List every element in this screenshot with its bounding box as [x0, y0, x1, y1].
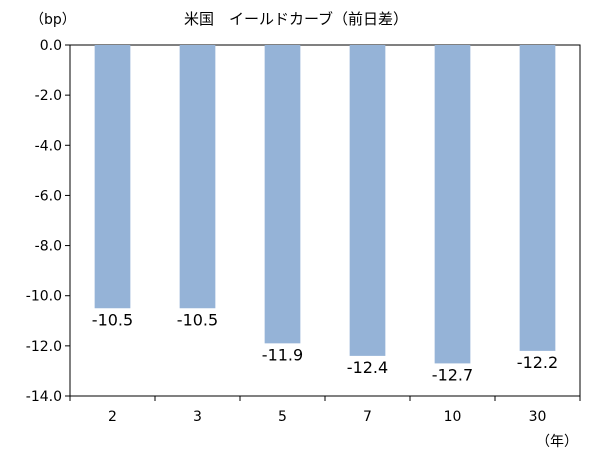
x-tick-label-3: 3	[193, 409, 202, 425]
x-tick-label-2: 2	[108, 409, 117, 425]
y-tick-label: -14.0	[26, 389, 62, 405]
data-label-2: -10.5	[92, 310, 133, 329]
y-axis-unit-label: （bp）	[30, 12, 76, 28]
data-label-3: -10.5	[177, 310, 218, 329]
data-label-5: -11.9	[262, 345, 303, 364]
bar-7	[349, 45, 386, 356]
plot-frame	[69, 44, 581, 397]
x-tick-label-10: 10	[444, 409, 462, 425]
x-axis-unit-label: （年）	[536, 434, 578, 450]
chart-title: 米国 イールドカーブ（前日差）	[184, 10, 408, 28]
bar-30	[519, 45, 556, 351]
y-tick-label: -10.0	[26, 289, 62, 305]
x-tick-label-5: 5	[278, 409, 287, 425]
y-tick-label: -8.0	[35, 239, 62, 255]
y-tick-label: -2.0	[35, 88, 62, 104]
y-tick-label: -12.0	[26, 339, 62, 355]
bar-5	[264, 45, 301, 344]
y-tick-label: -6.0	[35, 188, 62, 204]
x-tick-label-7: 7	[363, 409, 372, 425]
data-label-7: -12.4	[347, 358, 388, 377]
y-tick-label: -4.0	[35, 138, 62, 154]
plot-area: 0.0 -2.0 -4.0 -6.0 -8.0 -10.0 -12.0 -14.0 -10.5 2…	[26, 38, 581, 425]
x-tick-label-30: 30	[529, 409, 547, 425]
bar-2	[94, 45, 131, 309]
data-label-10: -12.7	[432, 365, 473, 384]
data-label-30: -12.2	[517, 353, 558, 372]
bar-10	[434, 45, 471, 364]
bar-3	[179, 45, 216, 309]
y-tick-label: 0.0	[40, 38, 62, 54]
